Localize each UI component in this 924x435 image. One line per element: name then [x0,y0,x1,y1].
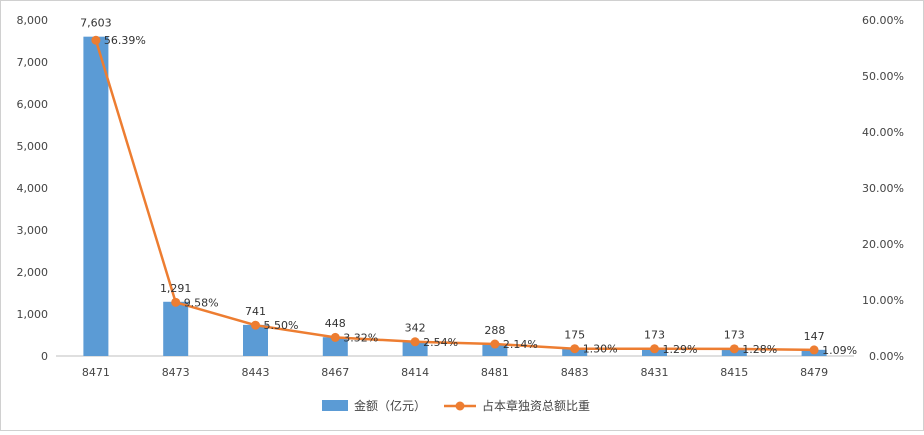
line-marker [570,344,580,354]
y-left-tick-label: 7,000 [17,56,49,69]
y-right-tick-label: 30.00% [862,182,904,195]
bar [83,36,109,356]
bar-value-label: 173 [724,329,745,342]
legend-bar-swatch [322,400,348,411]
legend: 金额（亿元） 占本章独资总额比重 [322,398,590,413]
y-left-tick-label: 0 [41,350,48,363]
line-value-label: 56.39% [104,34,146,47]
line-marker [729,344,739,354]
bar [243,324,268,356]
line-marker [809,345,819,355]
line-marker [330,332,340,342]
line-value-label: 5.50% [264,319,299,332]
x-tick-label: 8415 [720,366,748,379]
y-left-tick-label: 1,000 [17,308,49,321]
y-left-tick-label: 6,000 [17,98,49,111]
line-marker [251,320,260,330]
y-right-tick-label: 40.00% [862,126,904,139]
x-tick-label: 8467 [321,366,349,379]
line-series [91,35,819,355]
line-value-label: 2.14% [503,338,538,351]
bar [322,337,348,356]
y-right-tick-label: 50.00% [862,70,904,83]
bar-value-label: 448 [325,317,346,330]
line-value-label: 3.32% [343,331,378,344]
x-tick-label: 8481 [481,366,509,379]
data-labels: 7,603 1,291 741 448 342 288 175 173 173 147 56.39%… [80,17,857,357]
bar-value-label: 175 [564,329,585,342]
bar-value-label: 1,291 [160,282,192,295]
bar-series [83,36,827,356]
bar-value-label: 741 [245,305,266,318]
line-value-label: 1.29% [663,343,698,356]
bar [402,341,428,356]
line-value-label: 1.09% [822,344,857,357]
bar-value-label: 7,603 [80,17,112,30]
line-marker [171,297,181,307]
x-tick-label: 8483 [561,366,589,379]
line-value-label: 9.58% [184,296,219,309]
line-path [94,39,815,352]
line-value-label: 2.54% [423,336,458,349]
y-left-tick-label: 2,000 [17,266,49,279]
axes: 0 1,000 2,000 3,000 4,000 5,000 6,000 7,000 8,00… [17,14,905,379]
legend-bar-label: 金额（亿元） [354,398,426,413]
y-left-tick-label: 8,000 [17,14,49,27]
y-left-tick-label: 4,000 [17,182,49,195]
x-tick-label: 8431 [641,366,669,379]
bar-value-label: 288 [484,324,505,337]
bar-value-label: 342 [405,322,426,335]
y-left-tick-label: 5,000 [17,140,49,153]
x-tick-label: 8471 [82,366,110,379]
y-right-tick-label: 0.00% [869,350,904,363]
y-right-tick-label: 20.00% [862,238,904,251]
x-tick-label: 8414 [401,366,429,379]
line-value-label: 1.30% [583,343,618,356]
x-tick-label: 8479 [800,366,828,379]
legend-line-marker [455,401,465,411]
y-left-tick-label: 3,000 [17,224,49,237]
x-tick-label: 8443 [242,366,270,379]
x-tick-label: 8473 [162,366,190,379]
line-marker [650,344,659,354]
y-right-tick-label: 10.00% [862,294,904,307]
legend-line-label: 占本章独资总额比重 [482,398,590,413]
line-value-label: 1.28% [742,343,777,356]
line-marker [490,339,500,349]
bar [163,301,189,356]
bar-value-label: 173 [644,329,665,342]
line-marker [91,35,101,45]
bar [482,343,508,356]
bar-value-label: 147 [804,330,825,343]
line-marker [410,337,420,347]
y-right-tick-label: 60.00% [862,14,904,27]
